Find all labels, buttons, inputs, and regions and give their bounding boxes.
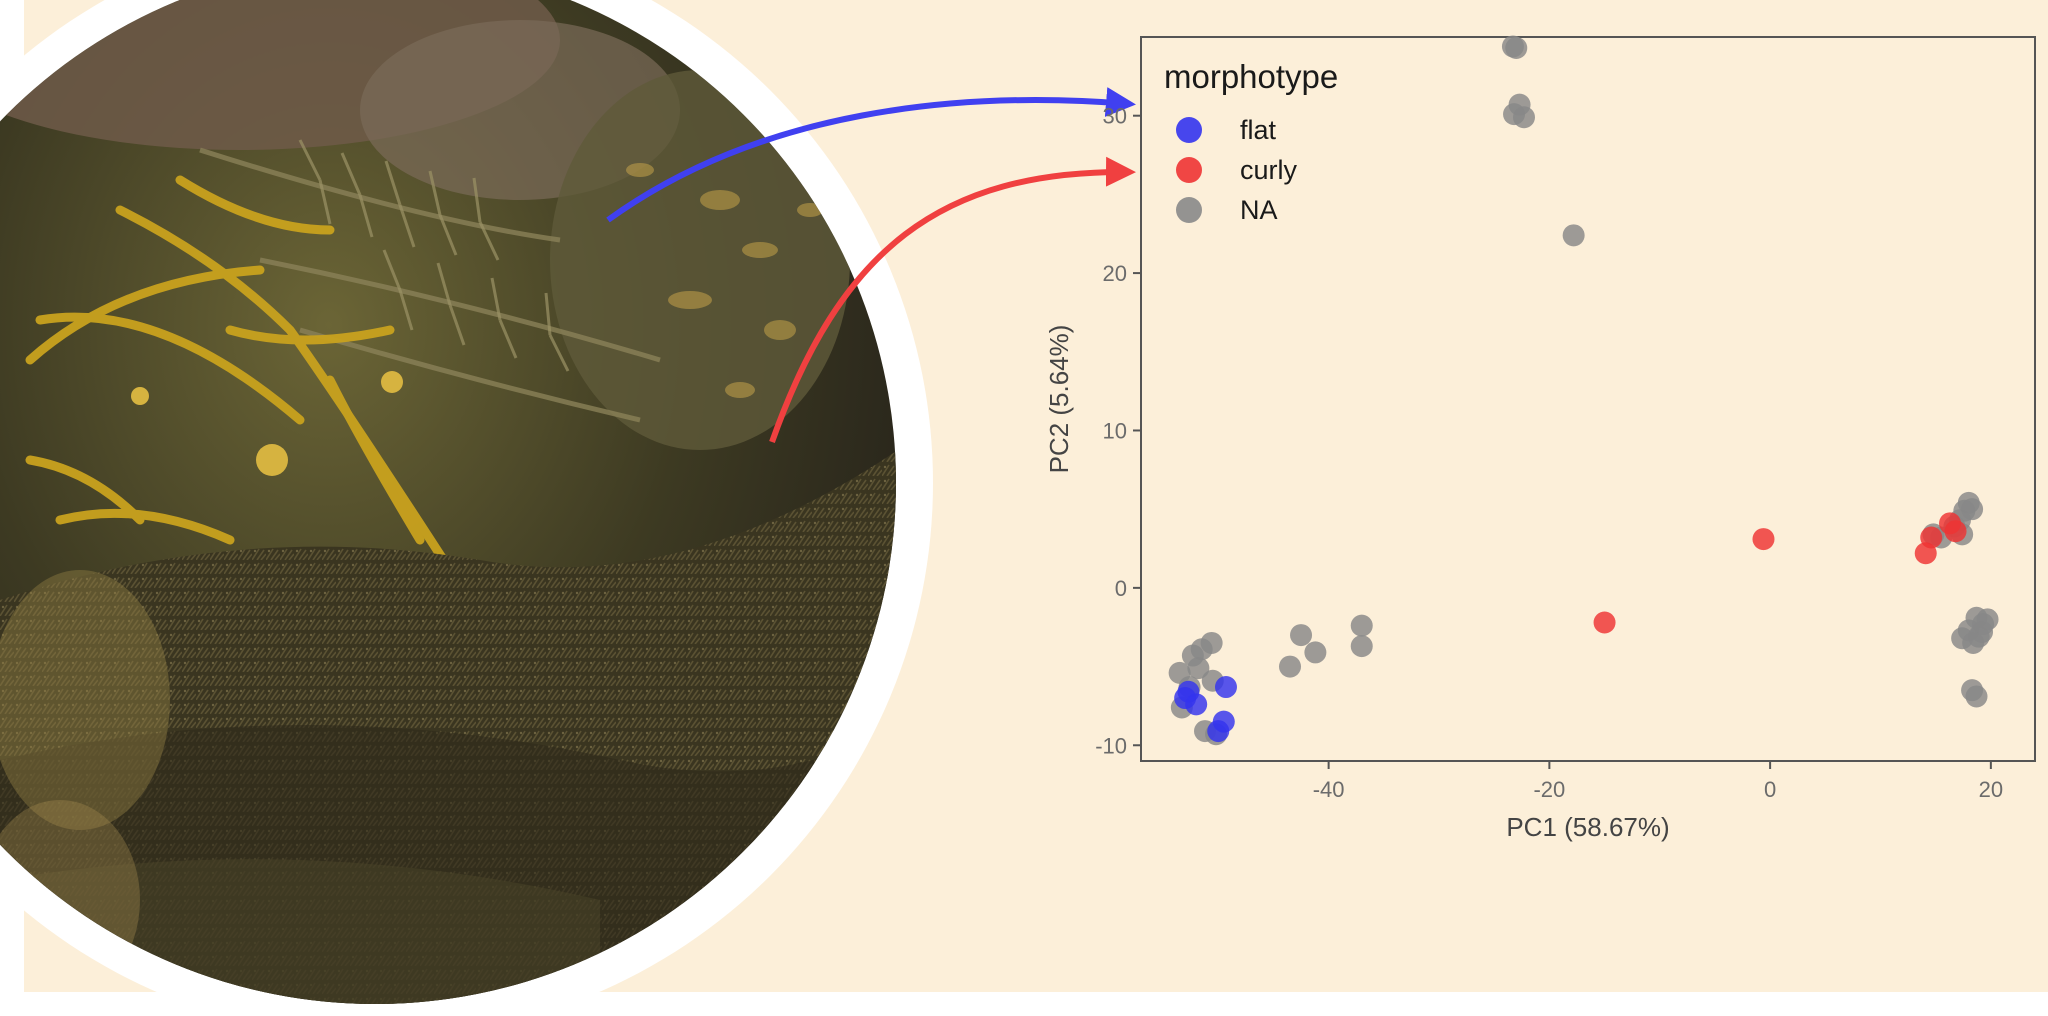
data-point-flat	[1214, 676, 1237, 699]
data-point-na	[1304, 641, 1327, 664]
data-point-flat	[1185, 693, 1208, 716]
y-tick-label: 30	[1103, 104, 1127, 129]
x-tick-label: 0	[1764, 777, 1776, 802]
legend-label-flat: flat	[1240, 115, 1277, 145]
data-point-curly	[1920, 526, 1943, 549]
data-point-na	[1187, 657, 1210, 680]
plot-panel	[1140, 36, 2036, 762]
y-tick-label: 10	[1103, 418, 1127, 443]
data-point-na	[1200, 631, 1223, 654]
legend: morphotype flat curly NA	[1164, 58, 1338, 225]
y-tick-label: 20	[1103, 261, 1127, 286]
legend-title: morphotype	[1164, 58, 1338, 95]
data-point-curly	[1752, 528, 1775, 551]
legend-key-curly	[1176, 157, 1202, 183]
data-point-curly	[1944, 520, 1967, 543]
flat-pointer-arrow	[606, 87, 1136, 223]
pca-scatter-plot: -40 -20 0 20 -10 0 10 20 30 morphotype flat curly…	[1044, 35, 2036, 842]
x-tick-label: -20	[1533, 777, 1565, 802]
x-tick-label: 20	[1979, 777, 2003, 802]
seaweed-photo	[0, 0, 933, 1016]
y-tick-label: 0	[1115, 576, 1127, 601]
x-axis-title: PC1 (58.67%)	[1506, 812, 1669, 842]
x-tick-label: -40	[1313, 777, 1345, 802]
data-point-na	[1350, 614, 1373, 637]
y-axis-title: PC2 (5.64%)	[1044, 325, 1074, 474]
data-point-na	[1279, 655, 1301, 678]
legend-key-na	[1176, 197, 1202, 223]
data-point-na	[1962, 631, 1985, 654]
data-point-na	[1290, 624, 1313, 647]
data-point-na	[1562, 224, 1585, 247]
data-point-flat	[1207, 720, 1230, 743]
legend-key-flat	[1176, 117, 1202, 143]
data-point-na	[1350, 635, 1373, 658]
legend-label-na: NA	[1240, 195, 1278, 225]
data-point-na	[1512, 106, 1535, 129]
data-point-na	[1505, 37, 1528, 60]
curly-pointer-arrow	[769, 156, 1136, 444]
y-tick-label: -10	[1095, 733, 1127, 758]
data-point-curly	[1593, 611, 1616, 634]
legend-label-curly: curly	[1240, 155, 1298, 185]
data-point-na	[1965, 685, 1988, 708]
